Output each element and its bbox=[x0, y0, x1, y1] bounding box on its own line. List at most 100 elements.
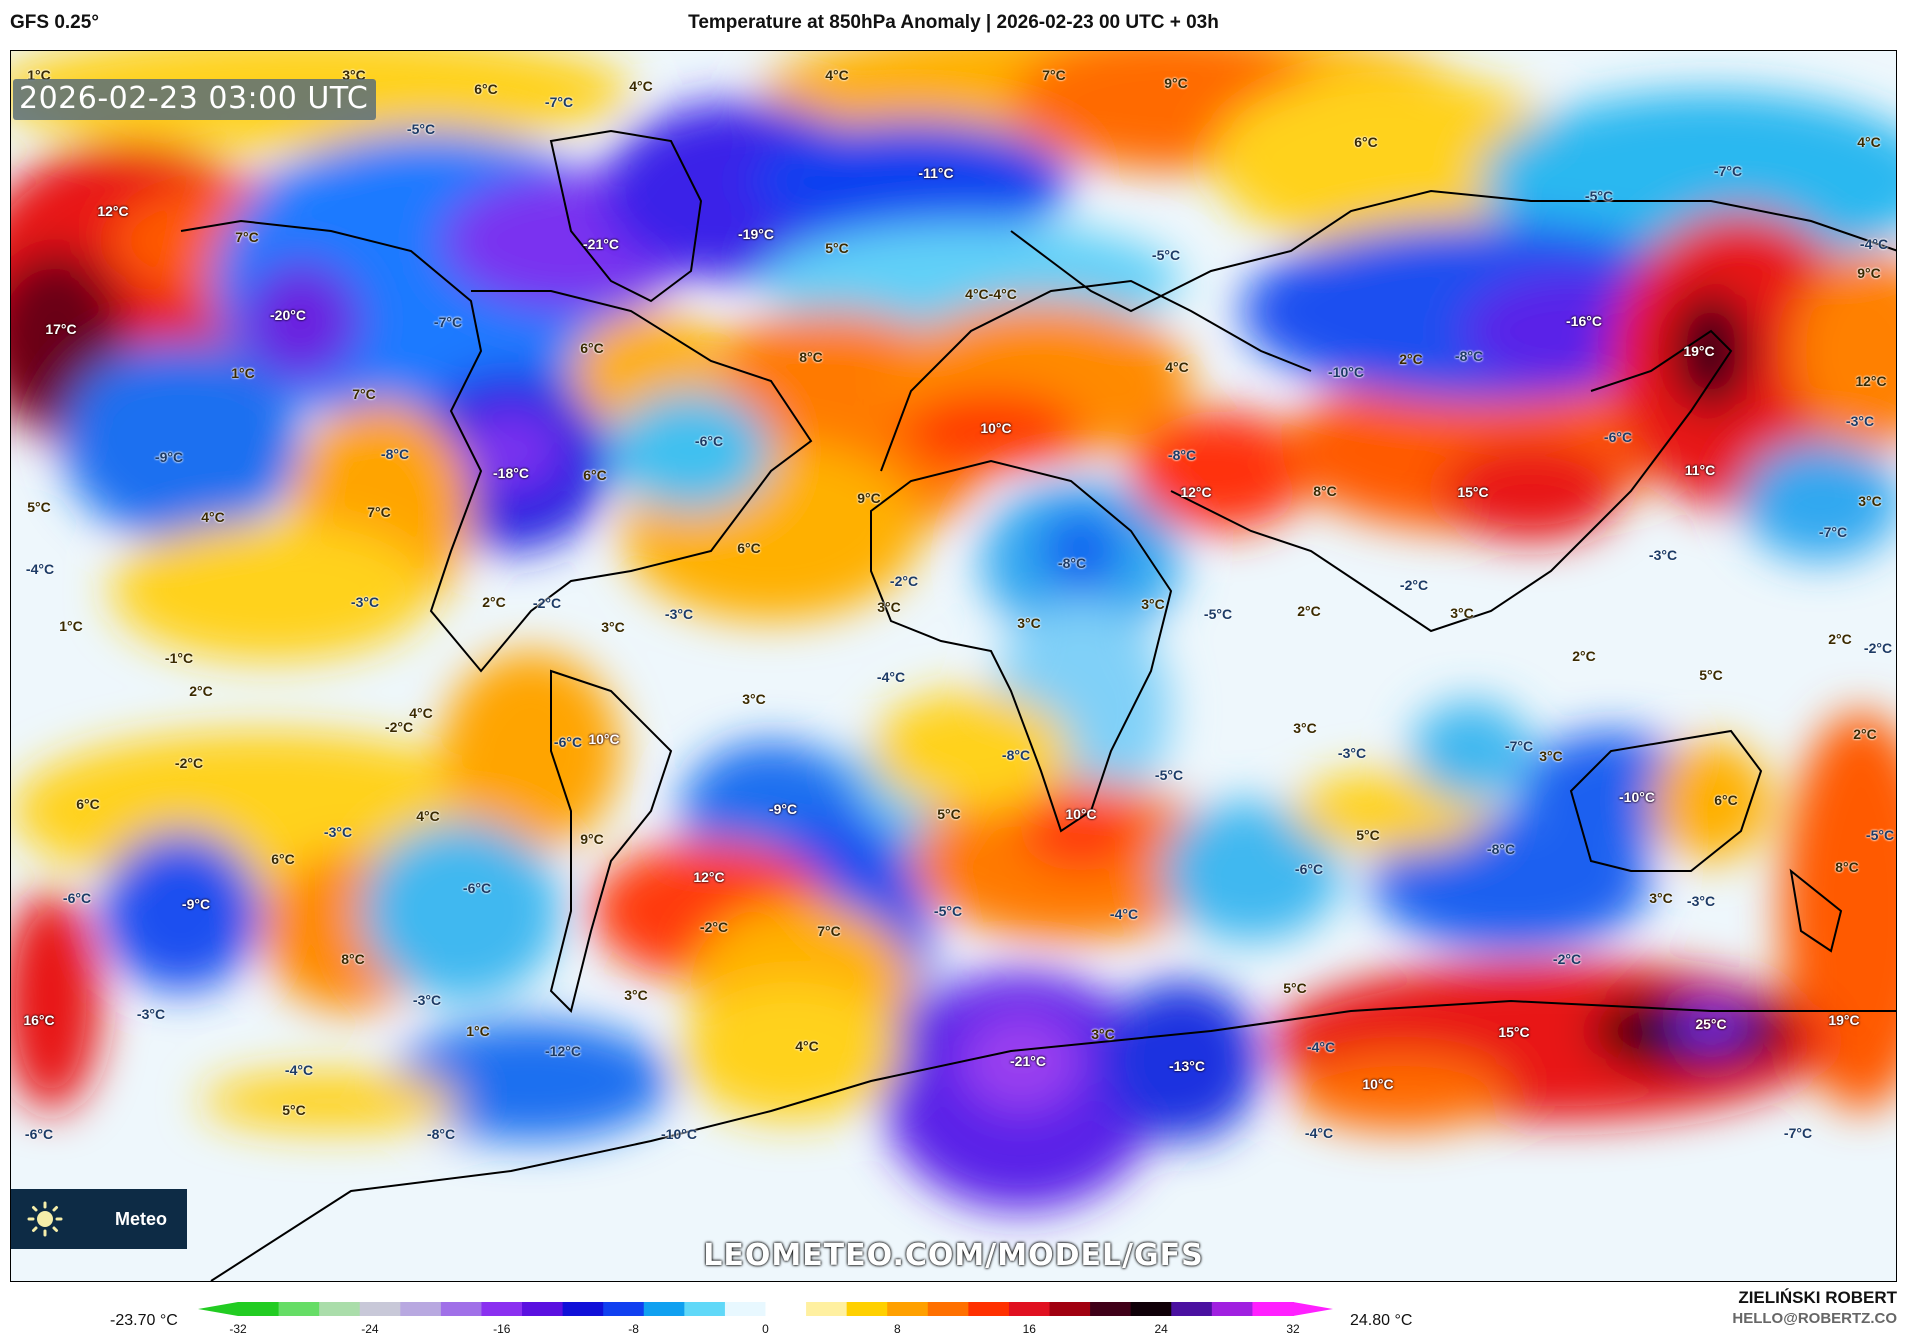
temperature-label: 6°C bbox=[737, 540, 761, 556]
temperature-label: -8°C bbox=[1167, 447, 1197, 463]
temperature-label: 8°C bbox=[341, 951, 365, 967]
temperature-label: -6°C bbox=[24, 1126, 54, 1142]
temperature-label: -3°C bbox=[1337, 745, 1367, 761]
temperature-label: -8°C bbox=[1001, 747, 1031, 763]
temperature-label: -12°C bbox=[545, 1043, 581, 1059]
temperature-label: -8°C bbox=[1454, 348, 1484, 364]
model-label: GFS 0.25° bbox=[10, 12, 99, 33]
temperature-anomaly-field bbox=[11, 51, 1896, 1281]
temperature-label: 4°C bbox=[201, 509, 225, 525]
author-credit: ZIELIŃSKI ROBERT HELLO@ROBERTZ.CO bbox=[1732, 1288, 1897, 1327]
temperature-label: 5°C bbox=[282, 1102, 306, 1118]
temperature-label: -21°C bbox=[1010, 1053, 1046, 1069]
temperature-label: -3°C bbox=[1648, 547, 1678, 563]
temperature-label: -5°C bbox=[1151, 247, 1181, 263]
temperature-label: 4°C bbox=[795, 1038, 819, 1054]
temperature-label: 3°C bbox=[742, 691, 766, 707]
temperature-label: 1°C bbox=[466, 1023, 490, 1039]
temperature-label: 6°C bbox=[1354, 134, 1378, 150]
sun-icon bbox=[27, 1201, 63, 1237]
temperature-label: 2°C bbox=[1399, 351, 1423, 367]
temperature-label: -8°C bbox=[426, 1126, 456, 1142]
temperature-label: -9°C bbox=[154, 449, 184, 465]
temperature-label: 8°C bbox=[799, 349, 823, 365]
temperature-label: 3°C bbox=[1539, 748, 1563, 764]
temperature-label: -1°C bbox=[164, 650, 194, 666]
temperature-label: -7°C bbox=[544, 94, 574, 110]
temperature-label: 6°C bbox=[271, 851, 295, 867]
temperature-label: 3°C bbox=[1141, 596, 1165, 612]
temperature-label: 8°C bbox=[1313, 483, 1337, 499]
temperature-label: -4°C bbox=[284, 1062, 314, 1078]
temperature-label: 3°C bbox=[1293, 720, 1317, 736]
temperature-label: 3°C bbox=[877, 599, 901, 615]
temperature-label: -18°C bbox=[493, 465, 529, 481]
badge-text: Meteo bbox=[115, 1208, 168, 1229]
source-watermark: LEOMETEO.COM/MODEL/GFS bbox=[703, 1238, 1204, 1273]
colorbar-tick-label: -16 bbox=[493, 1322, 511, 1336]
temperature-label: 9°C bbox=[857, 490, 881, 506]
temperature-label: -7°C bbox=[1818, 524, 1848, 540]
temperature-label: 4°C-4°C bbox=[965, 286, 1017, 302]
temperature-label: -3°C bbox=[664, 606, 694, 622]
temperature-label: -10°C bbox=[1328, 364, 1364, 380]
temperature-label: 5°C bbox=[27, 499, 51, 515]
temperature-label: 3°C bbox=[1649, 890, 1673, 906]
temperature-label: 2°C bbox=[482, 594, 506, 610]
colorbar-tick-label: 0 bbox=[762, 1322, 769, 1336]
meteo-badge[interactable]: Meteo bbox=[11, 1189, 187, 1249]
colorbar: -23.70 °C -32 -24 -16 -8 0 8 16 24 32 24.80 °C bbox=[0, 1290, 1907, 1338]
temperature-label: 10°C bbox=[1065, 806, 1097, 822]
temperature-label: 10°C bbox=[1362, 1076, 1394, 1092]
temperature-label: -4°C bbox=[1859, 236, 1889, 252]
temperature-label: -5°C bbox=[406, 121, 436, 137]
temperature-label: 25°C bbox=[1695, 1016, 1727, 1032]
temperature-label: -6°C bbox=[62, 890, 92, 906]
temperature-label: 6°C bbox=[583, 467, 607, 483]
temperature-label: 8°C bbox=[1835, 859, 1859, 875]
author-email: HELLO@ROBERTZ.CO bbox=[1732, 1310, 1897, 1327]
temperature-label: -2°C bbox=[1552, 951, 1582, 967]
anomaly-map: 1°C 3°C 6°C -7°C 4°C -5°C 4°C 7°C 9°C 6°C 4°C -7°C -… bbox=[10, 50, 1897, 1282]
temperature-label: -21°C bbox=[583, 236, 619, 252]
temperature-label: -2°C bbox=[174, 755, 204, 771]
temperature-label: 2°C bbox=[1297, 603, 1321, 619]
temperature-label: -3°C bbox=[1686, 893, 1716, 909]
chart-title: Temperature at 850hPa Anomaly | 2026-02-… bbox=[688, 12, 1219, 33]
temperature-label: 3°C bbox=[1017, 615, 1041, 631]
temperature-label: 19°C bbox=[1683, 343, 1715, 359]
temperature-label: 9°C bbox=[1857, 265, 1881, 281]
temperature-label: -7°C bbox=[1713, 163, 1743, 179]
colorbar-max-value: 24.80 °C bbox=[1350, 1312, 1413, 1329]
temperature-label: 10°C bbox=[980, 420, 1012, 436]
temperature-label: 3°C bbox=[1450, 605, 1474, 621]
temperature-label: 9°C bbox=[1164, 75, 1188, 91]
temperature-label: -4°C bbox=[1304, 1125, 1334, 1141]
temperature-label: -9°C bbox=[181, 896, 211, 912]
temperature-label: 6°C bbox=[474, 81, 498, 97]
temperature-label: 10°C bbox=[588, 731, 620, 747]
temperature-label: 12°C bbox=[693, 869, 725, 885]
temperature-label: -4°C bbox=[1306, 1039, 1336, 1055]
temperature-label: -6°C bbox=[694, 433, 724, 449]
temperature-label: -13°C bbox=[1169, 1058, 1205, 1074]
temperature-label: -5°C bbox=[1584, 188, 1614, 204]
colorbar-tick-label: 32 bbox=[1286, 1322, 1300, 1336]
temperature-label: 4°C bbox=[629, 78, 653, 94]
temperature-label: 4°C bbox=[825, 67, 849, 83]
temperature-label: -2°C bbox=[699, 919, 729, 935]
colorbar-min-value: -23.70 °C bbox=[110, 1312, 178, 1329]
temperature-label: -7°C bbox=[1783, 1125, 1813, 1141]
temperature-label: 5°C bbox=[1699, 667, 1723, 683]
temperature-label: 6°C bbox=[76, 796, 100, 812]
temperature-label: 2°C bbox=[1853, 726, 1877, 742]
temperature-label: 7°C bbox=[817, 923, 841, 939]
temperature-label: 7°C bbox=[352, 386, 376, 402]
temperature-label: 7°C bbox=[367, 504, 391, 520]
colorbar-tick-label: -24 bbox=[361, 1322, 379, 1336]
temperature-label: 3°C bbox=[1858, 493, 1882, 509]
temperature-label: 2°C bbox=[1572, 648, 1596, 664]
author-name: ZIELIŃSKI ROBERT bbox=[1738, 1288, 1897, 1307]
temperature-label: -5°C bbox=[1203, 606, 1233, 622]
temperature-label: 9°C bbox=[580, 831, 604, 847]
